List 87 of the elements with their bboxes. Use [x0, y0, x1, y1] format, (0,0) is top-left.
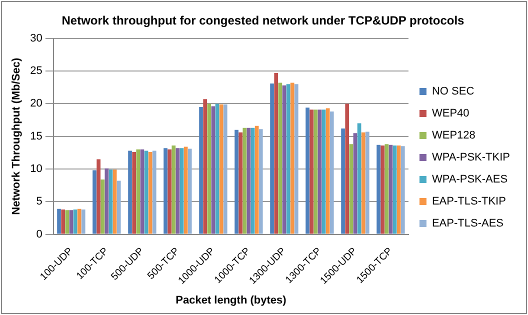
bar — [96, 159, 101, 234]
bar — [278, 82, 282, 234]
bar — [116, 180, 121, 234]
bar — [376, 144, 380, 234]
bar — [238, 132, 243, 234]
bar — [108, 170, 113, 234]
legend-label: EAP-TLS-AES — [432, 218, 504, 230]
bar — [176, 148, 180, 234]
bar — [92, 170, 96, 234]
bar — [180, 148, 184, 234]
legend-label: EAP-TLS-TKIP — [432, 196, 506, 208]
bar — [310, 110, 314, 234]
bar — [168, 149, 172, 234]
y-tick-label: 15 — [30, 130, 42, 142]
bar — [314, 110, 318, 234]
y-axis-title: Network Throughput (Mb/Sec) — [10, 57, 23, 215]
bar — [207, 104, 212, 234]
bar — [100, 179, 105, 234]
bar — [136, 149, 140, 234]
bar — [81, 209, 86, 234]
bar — [188, 148, 192, 234]
bar — [294, 84, 298, 234]
bar — [349, 144, 354, 234]
bar — [246, 128, 251, 234]
bar — [172, 145, 176, 234]
bar — [250, 128, 255, 234]
legend-label: NO SEC — [432, 86, 474, 98]
bar — [365, 132, 370, 234]
bar — [199, 106, 203, 234]
bar — [148, 152, 152, 234]
legend-label: WPA-PSK-TKIP — [432, 152, 510, 164]
bar — [215, 104, 220, 234]
bar — [57, 208, 61, 234]
chart-title: Network throughput for congested network under TCP&UDP protocols — [62, 14, 465, 28]
bar — [140, 149, 144, 234]
bar — [104, 168, 109, 234]
bar — [242, 128, 247, 234]
bar — [400, 146, 405, 234]
y-tick-label: 5 — [36, 196, 42, 208]
bar — [254, 126, 259, 234]
bar — [330, 112, 334, 234]
y-tick-label: 20 — [30, 98, 42, 110]
bar — [384, 144, 389, 234]
bar — [144, 150, 148, 234]
bar — [184, 146, 188, 234]
bar — [69, 210, 74, 234]
bar — [223, 104, 228, 234]
bar — [270, 83, 274, 234]
bar — [65, 210, 70, 234]
bar — [73, 209, 78, 234]
bar — [318, 110, 322, 234]
bar — [61, 209, 65, 234]
bar — [322, 110, 326, 234]
bar — [132, 152, 136, 234]
legend-label: WPA-PSK-AES — [432, 174, 508, 186]
bar — [274, 73, 278, 234]
bar — [361, 132, 366, 234]
bar — [392, 145, 397, 234]
y-tick-label: 25 — [30, 65, 42, 78]
bar — [219, 104, 224, 234]
y-tick-label: 10 — [30, 163, 42, 176]
bar — [388, 144, 393, 234]
bar — [258, 129, 263, 234]
legend-label: WEP40 — [432, 108, 470, 120]
bar — [306, 108, 310, 234]
bar — [234, 130, 238, 234]
bar — [112, 170, 117, 234]
bar — [345, 104, 350, 234]
bar — [290, 82, 294, 234]
bar — [164, 148, 168, 234]
bar — [326, 108, 330, 234]
bar — [396, 145, 401, 234]
legend-label: WEP128 — [432, 130, 476, 142]
y-tick-label: 0 — [36, 228, 42, 240]
bar — [341, 128, 345, 234]
bar — [282, 85, 286, 234]
bar — [211, 106, 216, 234]
bar — [357, 123, 362, 234]
x-axis-title: Packet length (bytes) — [176, 294, 287, 306]
bar — [353, 133, 358, 234]
bar — [203, 99, 208, 234]
bar — [380, 145, 385, 234]
bar — [152, 150, 156, 234]
bar — [286, 84, 290, 234]
bar — [128, 150, 132, 234]
bar — [77, 208, 82, 234]
y-tick-label: 30 — [30, 32, 42, 44]
